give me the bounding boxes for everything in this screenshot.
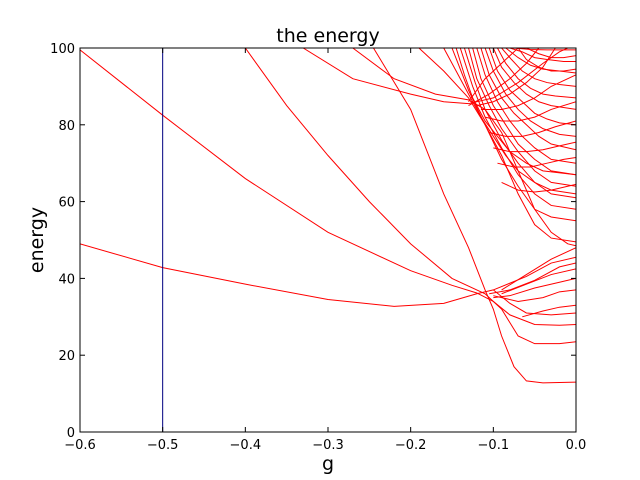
series-line-18 bbox=[468, 48, 576, 187]
series-line-40 bbox=[501, 181, 576, 193]
series-line-8 bbox=[501, 268, 576, 295]
y-tick-label: 60 bbox=[58, 196, 75, 211]
series-line-38 bbox=[493, 141, 576, 153]
series-line-42 bbox=[526, 48, 576, 59]
chart-title: the energy bbox=[276, 25, 379, 47]
series-line-9 bbox=[493, 277, 576, 299]
series-line-3 bbox=[244, 48, 576, 345]
y-tick-label: 0 bbox=[67, 426, 75, 441]
series-line-26 bbox=[501, 48, 576, 87]
series-line-32 bbox=[468, 48, 519, 103]
series-line-14 bbox=[418, 48, 576, 243]
y-axis-label: energy bbox=[26, 207, 48, 273]
series-line-2 bbox=[80, 49, 576, 326]
series-line-41 bbox=[517, 48, 576, 72]
series-line-6 bbox=[489, 262, 576, 295]
y-tick-label: 40 bbox=[58, 272, 75, 287]
series-line-24 bbox=[492, 48, 576, 110]
series-line-10 bbox=[522, 304, 576, 318]
series-line-4 bbox=[373, 48, 576, 384]
x-tick-label: 0.0 bbox=[566, 438, 587, 453]
series-line-15 bbox=[451, 48, 576, 222]
series-line-22 bbox=[484, 48, 576, 137]
series-line-30 bbox=[443, 48, 576, 195]
series-line-20 bbox=[476, 48, 576, 164]
series-line-35 bbox=[480, 74, 576, 110]
x-tick-label: −0.3 bbox=[312, 438, 344, 453]
series-line-1 bbox=[80, 243, 576, 307]
series-line-33 bbox=[468, 48, 540, 107]
x-tick-label: −0.5 bbox=[147, 438, 179, 453]
x-axis-ticks: −0.6 −0.5 −0.4 −0.3 −0.2 −0.1 0.0 bbox=[64, 48, 586, 453]
series-line-36 bbox=[484, 101, 576, 122]
series-line-37 bbox=[489, 120, 576, 137]
x-tick-label: −0.1 bbox=[478, 438, 510, 453]
series-line-29 bbox=[513, 48, 576, 51]
x-tick-label: −0.6 bbox=[64, 438, 96, 453]
y-axis-ticks: 0 20 40 60 80 100 bbox=[50, 42, 576, 441]
series-line-25 bbox=[497, 48, 576, 99]
y-tick-label: 80 bbox=[58, 119, 75, 134]
series-line-11 bbox=[501, 247, 576, 291]
series-layer bbox=[80, 48, 576, 384]
series-line-21 bbox=[480, 48, 576, 151]
series-line-23 bbox=[488, 48, 576, 126]
y-tick-label: 100 bbox=[50, 42, 75, 57]
x-tick-label: −0.2 bbox=[395, 438, 427, 453]
series-line-5 bbox=[493, 289, 576, 316]
series-line-34 bbox=[476, 48, 556, 107]
series-line-31 bbox=[455, 48, 576, 176]
x-tick-label: −0.4 bbox=[230, 438, 262, 453]
x-axis-label: g bbox=[322, 453, 334, 475]
series-line-39 bbox=[497, 156, 576, 168]
series-line-13 bbox=[352, 48, 576, 247]
series-line-7 bbox=[493, 289, 576, 302]
series-line-19 bbox=[472, 48, 576, 176]
y-tick-label: 20 bbox=[58, 349, 75, 364]
